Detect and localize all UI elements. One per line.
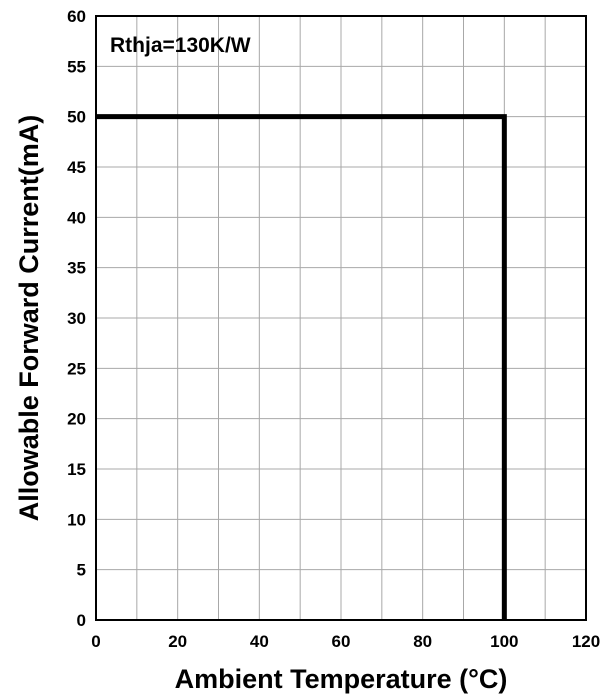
x-tick-label: 120 bbox=[572, 632, 600, 651]
y-tick-label: 30 bbox=[67, 309, 86, 328]
x-tick-label: 40 bbox=[250, 632, 269, 651]
x-tick-labels: 0 20 40 60 80 100 120 bbox=[91, 632, 600, 651]
x-tick-label: 20 bbox=[168, 632, 187, 651]
y-tick-label: 35 bbox=[67, 259, 86, 278]
derating-curve bbox=[96, 114, 507, 620]
x-axis-title: Ambient Temperature (°C) bbox=[175, 664, 508, 694]
y-tick-label: 20 bbox=[67, 410, 86, 429]
y-tick-labels: 0 5 10 15 20 25 30 35 40 45 50 55 60 bbox=[67, 7, 86, 630]
y-tick-label: 45 bbox=[67, 158, 86, 177]
y-axis-title: Allowable Forward Current(mA) bbox=[14, 115, 44, 522]
x-tick-label: 80 bbox=[413, 632, 432, 651]
y-tick-label: 25 bbox=[67, 359, 86, 378]
annotation-rthja: Rthja=130K/W bbox=[110, 34, 251, 57]
y-tick-label: 55 bbox=[67, 57, 86, 76]
y-tick-label: 40 bbox=[67, 208, 86, 227]
y-tick-label: 0 bbox=[77, 611, 86, 630]
y-tick-label: 15 bbox=[67, 460, 86, 479]
x-tick-label: 100 bbox=[490, 632, 518, 651]
x-tick-label: 60 bbox=[332, 632, 351, 651]
y-tick-label: 5 bbox=[77, 561, 86, 580]
plot-frame bbox=[95, 15, 587, 621]
y-tick-label: 10 bbox=[67, 510, 86, 529]
y-tick-label: 50 bbox=[67, 108, 86, 127]
x-tick-label: 0 bbox=[91, 632, 100, 651]
y-tick-label: 60 bbox=[67, 7, 86, 26]
